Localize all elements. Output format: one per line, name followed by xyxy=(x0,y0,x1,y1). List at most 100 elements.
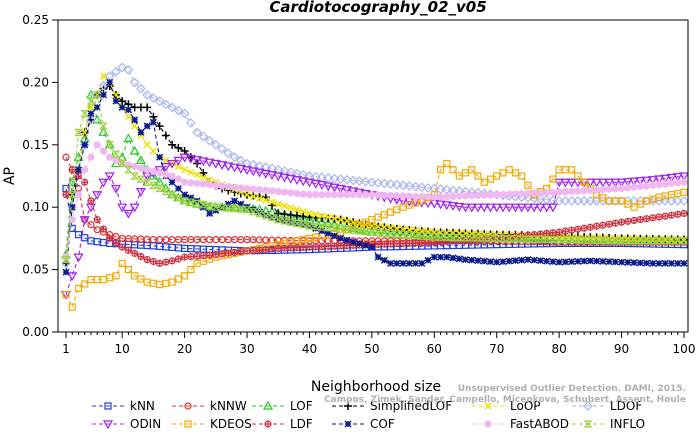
data-point xyxy=(149,118,157,126)
data-point xyxy=(380,256,388,264)
data-point xyxy=(293,244,301,252)
data-point xyxy=(511,235,520,243)
series-INFLO xyxy=(61,91,689,264)
data-point xyxy=(468,256,476,264)
data-point xyxy=(212,181,220,189)
x-tick-label: 30 xyxy=(239,342,254,356)
data-point xyxy=(148,181,158,189)
data-point xyxy=(99,122,108,130)
data-point xyxy=(74,172,83,180)
data-point xyxy=(561,188,569,196)
data-point xyxy=(173,105,184,116)
data-point xyxy=(480,191,488,199)
data-point xyxy=(568,226,576,234)
data-point xyxy=(93,226,101,234)
data-point xyxy=(193,252,201,260)
data-point xyxy=(292,219,302,228)
legend-item: COF xyxy=(332,417,395,431)
data-point xyxy=(79,216,90,225)
data-point xyxy=(74,128,83,136)
data-point xyxy=(379,178,390,189)
data-point xyxy=(299,190,307,198)
legend-item: FastABOD xyxy=(472,417,569,431)
data-point xyxy=(430,193,438,201)
data-point xyxy=(424,193,432,201)
data-point xyxy=(679,196,689,206)
data-point xyxy=(267,214,277,222)
data-point xyxy=(316,216,327,226)
data-point xyxy=(368,191,376,199)
data-point xyxy=(599,257,607,265)
data-point xyxy=(249,246,257,254)
data-point xyxy=(635,237,645,245)
data-point xyxy=(81,166,89,174)
data-point xyxy=(249,185,257,193)
data-point xyxy=(268,187,276,195)
data-point xyxy=(386,230,396,238)
data-point xyxy=(230,248,239,256)
data-point xyxy=(342,226,352,234)
data-point xyxy=(112,272,120,280)
data-point xyxy=(273,216,283,224)
data-point xyxy=(674,210,682,218)
data-point xyxy=(329,173,340,184)
data-point xyxy=(110,184,121,194)
data-point xyxy=(586,257,594,265)
data-point xyxy=(461,234,470,242)
data-point xyxy=(99,91,107,99)
data-point xyxy=(374,191,382,199)
data-point xyxy=(617,237,627,245)
data-point xyxy=(312,243,320,251)
data-point xyxy=(155,122,164,131)
data-point xyxy=(230,183,239,191)
data-point xyxy=(680,209,688,218)
data-point xyxy=(174,275,182,283)
data-point xyxy=(237,184,245,192)
data-point xyxy=(287,204,295,212)
data-point xyxy=(549,229,557,237)
data-point xyxy=(516,203,527,213)
data-point xyxy=(624,184,632,192)
data-point xyxy=(660,237,670,245)
data-point xyxy=(123,209,134,219)
legend-marker xyxy=(104,402,112,410)
data-point xyxy=(187,168,195,176)
data-point xyxy=(574,225,582,233)
data-point xyxy=(181,178,189,186)
data-point xyxy=(393,224,401,232)
data-point xyxy=(486,258,495,266)
data-point xyxy=(262,196,270,204)
x-tick-label: 10 xyxy=(115,342,130,356)
data-point xyxy=(323,173,334,183)
data-point xyxy=(387,259,395,267)
data-point xyxy=(568,187,576,196)
data-point xyxy=(492,234,502,242)
data-point xyxy=(261,212,271,220)
data-point xyxy=(404,231,414,239)
data-point xyxy=(348,226,358,234)
data-point xyxy=(187,253,195,261)
data-point xyxy=(92,191,103,200)
data-point xyxy=(131,116,139,124)
data-point xyxy=(605,258,613,266)
data-point xyxy=(361,227,371,236)
data-point xyxy=(443,193,451,201)
data-point xyxy=(474,257,482,265)
data-point xyxy=(173,156,184,166)
data-point xyxy=(661,212,669,220)
data-point xyxy=(255,246,264,254)
data-point xyxy=(161,188,171,196)
data-point xyxy=(329,224,339,233)
data-point xyxy=(411,192,420,201)
data-point xyxy=(647,176,658,185)
data-point xyxy=(117,203,128,213)
data-point xyxy=(443,159,451,168)
data-point xyxy=(499,258,507,266)
data-point xyxy=(324,213,332,221)
data-point xyxy=(630,216,638,225)
data-point xyxy=(360,176,371,187)
data-point xyxy=(118,97,127,106)
data-point xyxy=(185,118,196,128)
data-point xyxy=(367,228,377,236)
data-point xyxy=(380,240,388,248)
